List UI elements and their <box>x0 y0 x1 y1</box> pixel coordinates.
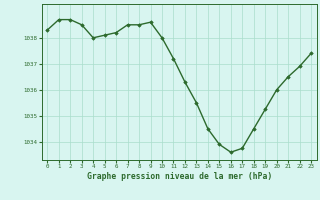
X-axis label: Graphe pression niveau de la mer (hPa): Graphe pression niveau de la mer (hPa) <box>87 172 272 181</box>
